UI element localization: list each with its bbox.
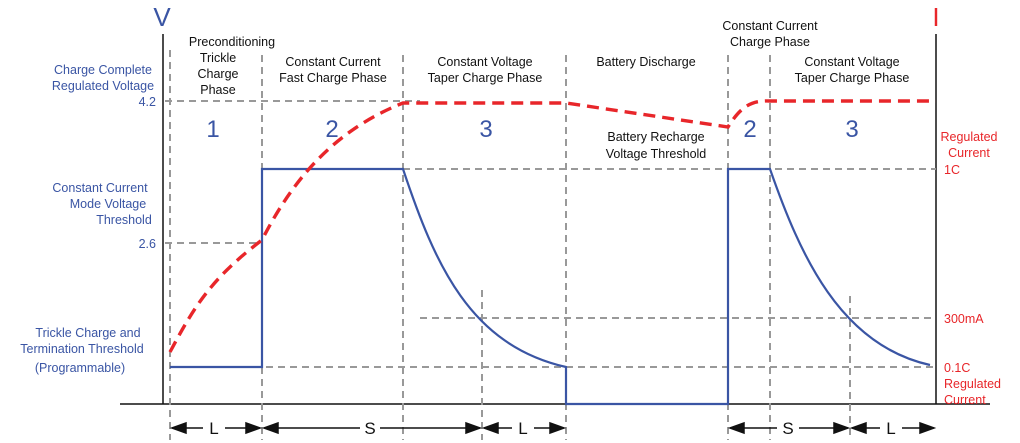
tick-2-6: 2.6 [139,237,156,251]
recharge-title-1: Battery Recharge [607,130,704,144]
cv-taper-title-1: Constant Voltage [437,55,532,69]
segment-labels: L S L S L [209,419,895,438]
segment-label-1: L [209,419,218,438]
trickle-label-2: Termination Threshold [20,342,143,356]
charge-complete-label-1: Charge Complete [54,63,152,77]
charge-complete-label-2: Regulated Voltage [52,79,154,93]
regulated-current-top-2: Current [948,146,990,160]
cc-mode-label-2: Mode Voltage [70,197,146,211]
current-axis-letter: I [932,2,939,32]
phase-number-3: 3 [479,116,492,143]
segment-label-2: S [364,419,375,438]
precond-title-4: Phase [200,83,235,97]
cc-mode-label-1: Constant Current [52,181,148,195]
precond-title-2: Trickle [200,51,236,65]
tick-300ma: 300mA [944,312,984,326]
phase-dividers [169,50,851,440]
cv-taper2-title-1: Constant Voltage [804,55,899,69]
regulated-current-bottom-1: Regulated [944,377,1001,391]
trickle-label-1: Trickle Charge and [35,326,140,340]
cc-charge-title-2: Charge Phase [730,35,810,49]
cc-fast-title-2: Fast Charge Phase [279,71,387,85]
regulated-current-bottom-2: Current [944,393,986,407]
recharge-title-2: Voltage Threshold [606,147,707,161]
voltage-axis-letter: V [153,2,171,32]
tick-4-2: 4.2 [139,95,156,109]
right-labels: Regulated Current 1C 300mA 0.1C Regulate… [941,130,1002,407]
phase-numbers: 1 2 3 2 3 [206,116,858,143]
cc-fast-title-1: Constant Current [285,55,381,69]
segment-label-3: L [518,419,527,438]
cc-mode-label-3: Threshold [96,213,152,227]
regulated-current-top-1: Regulated [941,130,998,144]
segment-label-4: S [782,419,793,438]
cv-taper-title-2: Taper Charge Phase [428,71,543,85]
phase-number-4: 2 [743,116,756,143]
voltage-curve [168,99,936,353]
phase-titles: Preconditioning Trickle Charge Phase Con… [189,19,909,161]
discharge-title: Battery Discharge [596,55,695,69]
segment-arrows [169,421,937,435]
guide-lines [165,100,936,368]
phase-number-5: 3 [845,116,858,143]
trickle-label-3: (Programmable) [35,361,125,375]
phase-number-1: 1 [206,116,219,143]
tick-0-1c: 0.1C [944,361,970,375]
segment-label-5: L [886,419,895,438]
tick-1c: 1C [944,163,960,177]
cv-taper2-title-2: Taper Charge Phase [795,71,910,85]
precond-title-3: Charge [198,67,239,81]
phase-number-2: 2 [325,116,338,143]
left-labels: Charge Complete Regulated Voltage 4.2 Co… [20,63,156,375]
cc-charge-title-1: Constant Current [722,19,818,33]
current-curve [170,167,931,406]
precond-title-1: Preconditioning [189,35,275,49]
